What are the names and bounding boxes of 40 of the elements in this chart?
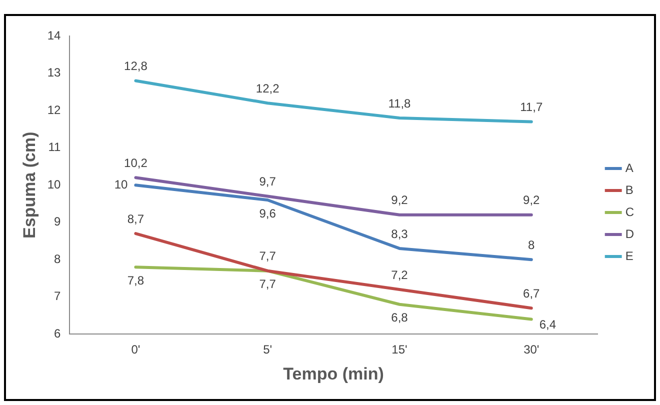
x-tick-label: 30' (524, 342, 540, 357)
data-label: 8 (528, 238, 536, 252)
data-label: 12,8 (124, 59, 148, 74)
data-label: 8,7 (127, 212, 144, 226)
y-tick-label: 14 (47, 28, 62, 42)
y-tick-label: 6 (54, 326, 62, 341)
data-label: 7,2 (391, 268, 408, 282)
x-tick-label: 0' (131, 342, 140, 357)
x-tick-label: 5' (263, 342, 272, 357)
data-label: 6,4 (539, 318, 556, 332)
y-tick-label: 13 (47, 66, 62, 80)
legend-label: A (625, 160, 634, 175)
data-label: 6,7 (523, 286, 540, 300)
data-label: 8,3 (391, 226, 408, 241)
x-axis-title: Tempo (min) (283, 364, 384, 384)
legend-label: B (625, 182, 634, 197)
data-label: 7,7 (259, 249, 276, 264)
data-label: 11,7 (520, 100, 543, 114)
data-label: 10,2 (124, 156, 148, 170)
y-tick-label: 8 (54, 252, 62, 266)
data-label: 9,7 (259, 174, 276, 189)
y-tick-label: 11 (48, 140, 62, 154)
data-label: 9,2 (523, 193, 540, 208)
x-tick-label: 15' (392, 342, 408, 357)
legend-label: E (625, 248, 634, 263)
data-label: 6,8 (391, 310, 408, 325)
y-axis-title: Espuma (cm) (20, 132, 39, 238)
data-label: 9,2 (391, 193, 408, 208)
data-label: 7,8 (127, 273, 144, 288)
y-tick-label: 12 (47, 102, 62, 117)
legend-label: C (625, 204, 634, 219)
data-label: 11,8 (388, 96, 412, 110)
data-label: 10 (114, 177, 128, 192)
data-label: 12,2 (256, 81, 280, 96)
y-tick-label: 9 (54, 214, 62, 229)
y-tick-label: 10 (47, 177, 62, 192)
data-label: 9,6 (259, 206, 276, 220)
legend-label: D (625, 226, 634, 241)
data-label: 7,7 (259, 277, 276, 292)
y-tick-label: 7 (54, 289, 62, 304)
